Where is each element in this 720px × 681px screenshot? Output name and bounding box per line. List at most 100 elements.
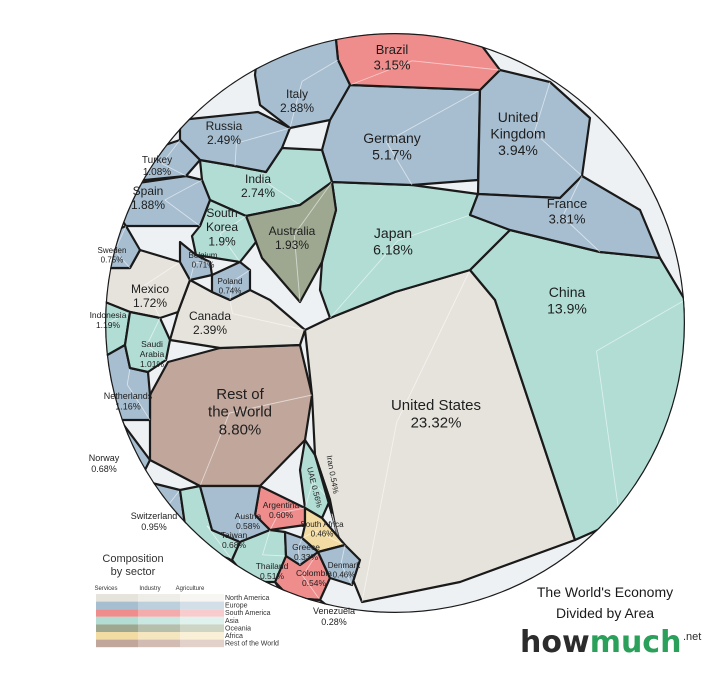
label-line: 1.9%	[208, 234, 236, 248]
sector-divider	[114, 250, 131, 269]
sector-divider	[229, 299, 233, 314]
cell-south-korea	[190, 198, 258, 264]
label-line: Indonesia	[90, 310, 127, 320]
cell-shape-denmark	[316, 543, 362, 587]
sector-divider	[236, 127, 291, 144]
label-line: South	[206, 206, 237, 220]
legend-swatch	[138, 601, 180, 610]
sector-divider	[596, 350, 621, 521]
cell-shape-france	[468, 174, 662, 260]
label-line: Turkey	[142, 155, 172, 166]
label-line: 0.95%	[141, 522, 167, 532]
sector-divider	[143, 285, 161, 319]
label-rest-of-the-world: Rest of the World 8.80%	[208, 386, 272, 438]
label-line: 0.75%	[101, 255, 124, 264]
legend-swatch	[96, 609, 138, 617]
label-line: 1.72%	[133, 296, 167, 310]
label-india: India 2.74%	[241, 172, 275, 200]
label-line: 0.54%	[302, 578, 327, 588]
sector-divider	[126, 384, 151, 421]
sector-divider	[596, 299, 685, 352]
label-belgium: Belgium 0.71%	[189, 251, 218, 269]
label-line: 0.28%	[321, 617, 347, 627]
cell-shape-belgium	[178, 240, 214, 282]
label-line: Germany	[363, 130, 421, 146]
legend-swatch	[180, 632, 224, 640]
cell-shape-canada	[168, 278, 307, 350]
legend-swatch	[138, 624, 180, 632]
sector-divider	[289, 597, 307, 605]
label-china: China 13.9%	[547, 284, 587, 317]
sector-divider	[219, 233, 241, 263]
sector-divider	[386, 89, 481, 143]
sector-divider	[194, 261, 211, 264]
logo-how: how	[520, 625, 590, 660]
sector-divider	[293, 181, 333, 235]
label-line: 2.88%	[280, 101, 314, 115]
label-line: 2.74%	[241, 186, 275, 200]
label-line: Netherlands	[104, 391, 153, 401]
label-line: 0.33%	[294, 552, 319, 562]
label-line: France	[547, 196, 587, 211]
cell-shape-saudi-arabia	[123, 310, 172, 374]
sector-divider	[232, 269, 251, 282]
legend-swatch	[96, 624, 138, 632]
label-line: Poland	[218, 277, 243, 286]
label-line: 1.19%	[96, 320, 121, 330]
label-switzerland: Switzerland 0.95%	[131, 511, 178, 532]
label-line: 5.17%	[372, 147, 412, 163]
legend-column-industry: Industry	[139, 586, 160, 592]
label-austria: Austria 0.58%	[235, 511, 262, 531]
legend-row-asia: Asia	[225, 618, 239, 625]
sector-divider	[164, 199, 201, 227]
sector-divider	[340, 563, 353, 586]
label-venezuela: Venezuela 0.28%	[313, 606, 355, 627]
cell-denmark	[316, 543, 362, 587]
sector-divider	[278, 507, 306, 514]
label-line: 0.46%	[311, 529, 334, 538]
sector-divider	[146, 317, 161, 346]
label-russia: Russia 2.49%	[206, 119, 243, 147]
label-line: Greece	[292, 542, 320, 552]
legend-swatch	[180, 616, 224, 625]
sector-divider	[562, 216, 601, 253]
label-line: 0.51%	[260, 571, 285, 581]
sector-divider	[262, 554, 287, 557]
label-argentina: Argentina 0.60%	[263, 500, 300, 520]
label-france: France 3.81%	[547, 196, 587, 226]
label-line: Japan	[374, 225, 412, 241]
sector-divider	[234, 143, 237, 167]
label-line: Denmark	[328, 561, 361, 570]
label-line: South Africa	[300, 520, 344, 529]
sector-divider	[289, 81, 303, 129]
label-greece: Greece 0.33%	[292, 542, 320, 562]
label-mexico: Mexico 1.72%	[131, 282, 169, 310]
label-saudi-arabia: Saudi Arabia 1.01%	[140, 339, 165, 369]
cell-poland	[210, 260, 252, 302]
legend-swatch	[180, 601, 224, 610]
label-line: Saudi	[141, 339, 163, 349]
cell-canada	[168, 278, 307, 350]
label-line: 0.60%	[269, 510, 294, 520]
legend-swatch	[96, 632, 138, 640]
howmuch-logo: howmuch	[520, 625, 681, 660]
sector-divider	[146, 344, 167, 361]
label-brazil: Brazil 3.15%	[374, 42, 411, 72]
label-line: Argentina	[263, 500, 300, 510]
label-line: United	[498, 109, 538, 125]
sector-divider	[301, 59, 339, 82]
sector-divider	[340, 544, 346, 565]
label-spain: Spain 1.88%	[131, 184, 165, 212]
label-poland: Poland 0.74%	[218, 277, 243, 295]
legend-swatch	[96, 601, 138, 610]
cell-greece	[283, 530, 320, 567]
label-line: 0.68%	[222, 540, 247, 550]
label-line: 1.08%	[143, 167, 171, 178]
legend-swatch	[180, 624, 224, 632]
label-line: Italy	[286, 87, 308, 101]
label-turkey: Turkey 1.08%	[142, 155, 172, 178]
label-line: 1.01%	[140, 359, 165, 369]
cell-france	[468, 174, 662, 260]
cell-belgium	[178, 240, 214, 282]
label-line: 3.81%	[549, 211, 586, 226]
